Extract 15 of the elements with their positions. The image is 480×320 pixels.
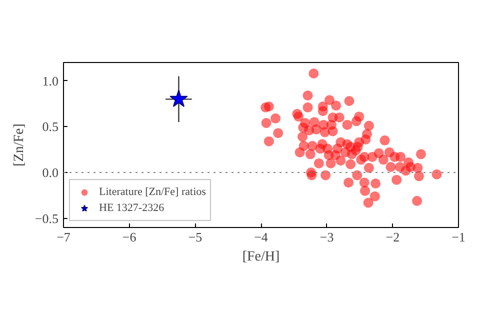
y-tick-label: 1.0 — [42, 73, 58, 88]
x-tick-label: −7 — [56, 230, 71, 244]
x-tick-label: −6 — [122, 230, 137, 244]
x-axis-title: [Fe/H] — [242, 250, 280, 264]
y-tick-label: −0.5 — [34, 210, 59, 226]
x-tick-label: −3 — [320, 230, 334, 244]
x-tick-label: −2 — [386, 230, 400, 244]
legend-label: HE 1327-2326 — [99, 201, 164, 215]
x-tick-label: −5 — [188, 230, 202, 244]
x-tick-label: −1 — [452, 230, 466, 244]
y-axis-title: [Zn/Fe] — [12, 124, 27, 166]
x-tick-label: −4 — [254, 230, 268, 244]
y-tick-label: 0.5 — [42, 119, 58, 134]
legend-label: Literature [Zn/Fe] ratios — [99, 185, 206, 199]
y-tick-label: 0.0 — [42, 165, 58, 180]
